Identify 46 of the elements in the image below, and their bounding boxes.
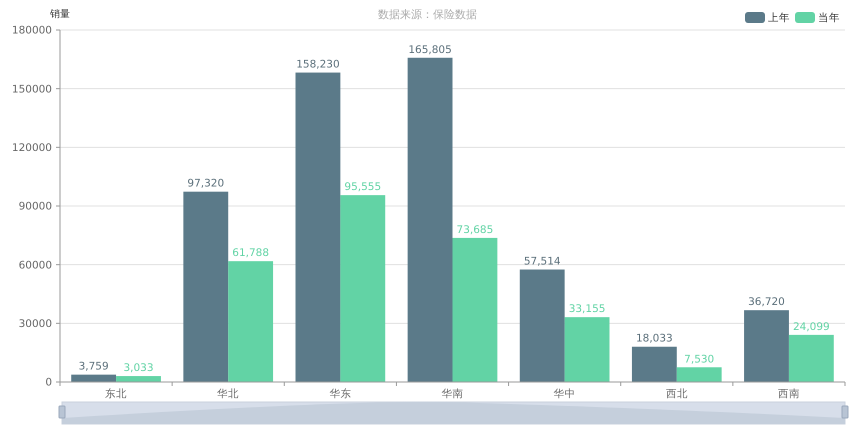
x-tick-label: 东北 <box>105 387 128 400</box>
bar <box>116 376 161 382</box>
data-label: 57,514 <box>524 256 561 268</box>
x-tick-label: 华南 <box>442 387 464 400</box>
bar <box>564 317 610 382</box>
data-label: 95,555 <box>344 181 382 194</box>
data-label: 3,033 <box>123 362 154 374</box>
legend-label: 当年 <box>818 12 840 24</box>
y-tick-label: 180000 <box>12 24 52 37</box>
y-tick-label: 60000 <box>18 259 52 272</box>
data-label: 36,720 <box>748 296 785 308</box>
bar <box>452 238 498 382</box>
y-tick-label: 30000 <box>18 318 52 330</box>
data-label: 33,155 <box>568 303 606 316</box>
data-label: 158,230 <box>296 58 340 71</box>
data-label: 3,759 <box>78 360 109 373</box>
bar <box>340 195 386 382</box>
bar <box>71 374 116 382</box>
bar <box>676 367 722 382</box>
legend-label: 上年 <box>768 11 790 24</box>
bar <box>408 58 452 382</box>
bar <box>744 310 789 382</box>
data-label: 97,320 <box>187 178 224 190</box>
bar <box>228 261 274 382</box>
data-label: 7,530 <box>684 353 714 366</box>
bar <box>296 72 340 382</box>
y-tick-label: 0 <box>45 376 52 389</box>
y-tick-label: 120000 <box>12 142 52 154</box>
data-label: 24,099 <box>792 320 830 333</box>
y-tick-label: 90000 <box>18 200 52 213</box>
x-tick-label: 华中 <box>554 387 576 400</box>
x-tick-label: 西北 <box>666 387 688 400</box>
data-label: 73,685 <box>456 224 494 236</box>
bar <box>788 334 834 382</box>
x-tick-label: 华北 <box>217 387 240 400</box>
data-label: 61,788 <box>232 247 270 260</box>
bar <box>183 192 228 382</box>
data-label: 165,805 <box>408 44 452 56</box>
chart-subtitle: 数据来源：保险数据 <box>378 8 477 21</box>
bar <box>520 270 565 382</box>
x-tick-label: 西南 <box>778 387 800 400</box>
y-tick-label: 150000 <box>12 83 52 96</box>
x-tick-label: 华东 <box>329 387 352 400</box>
data-label: 18,033 <box>636 332 673 345</box>
bar <box>632 346 677 382</box>
y-axis-title: 销量 <box>49 9 70 20</box>
